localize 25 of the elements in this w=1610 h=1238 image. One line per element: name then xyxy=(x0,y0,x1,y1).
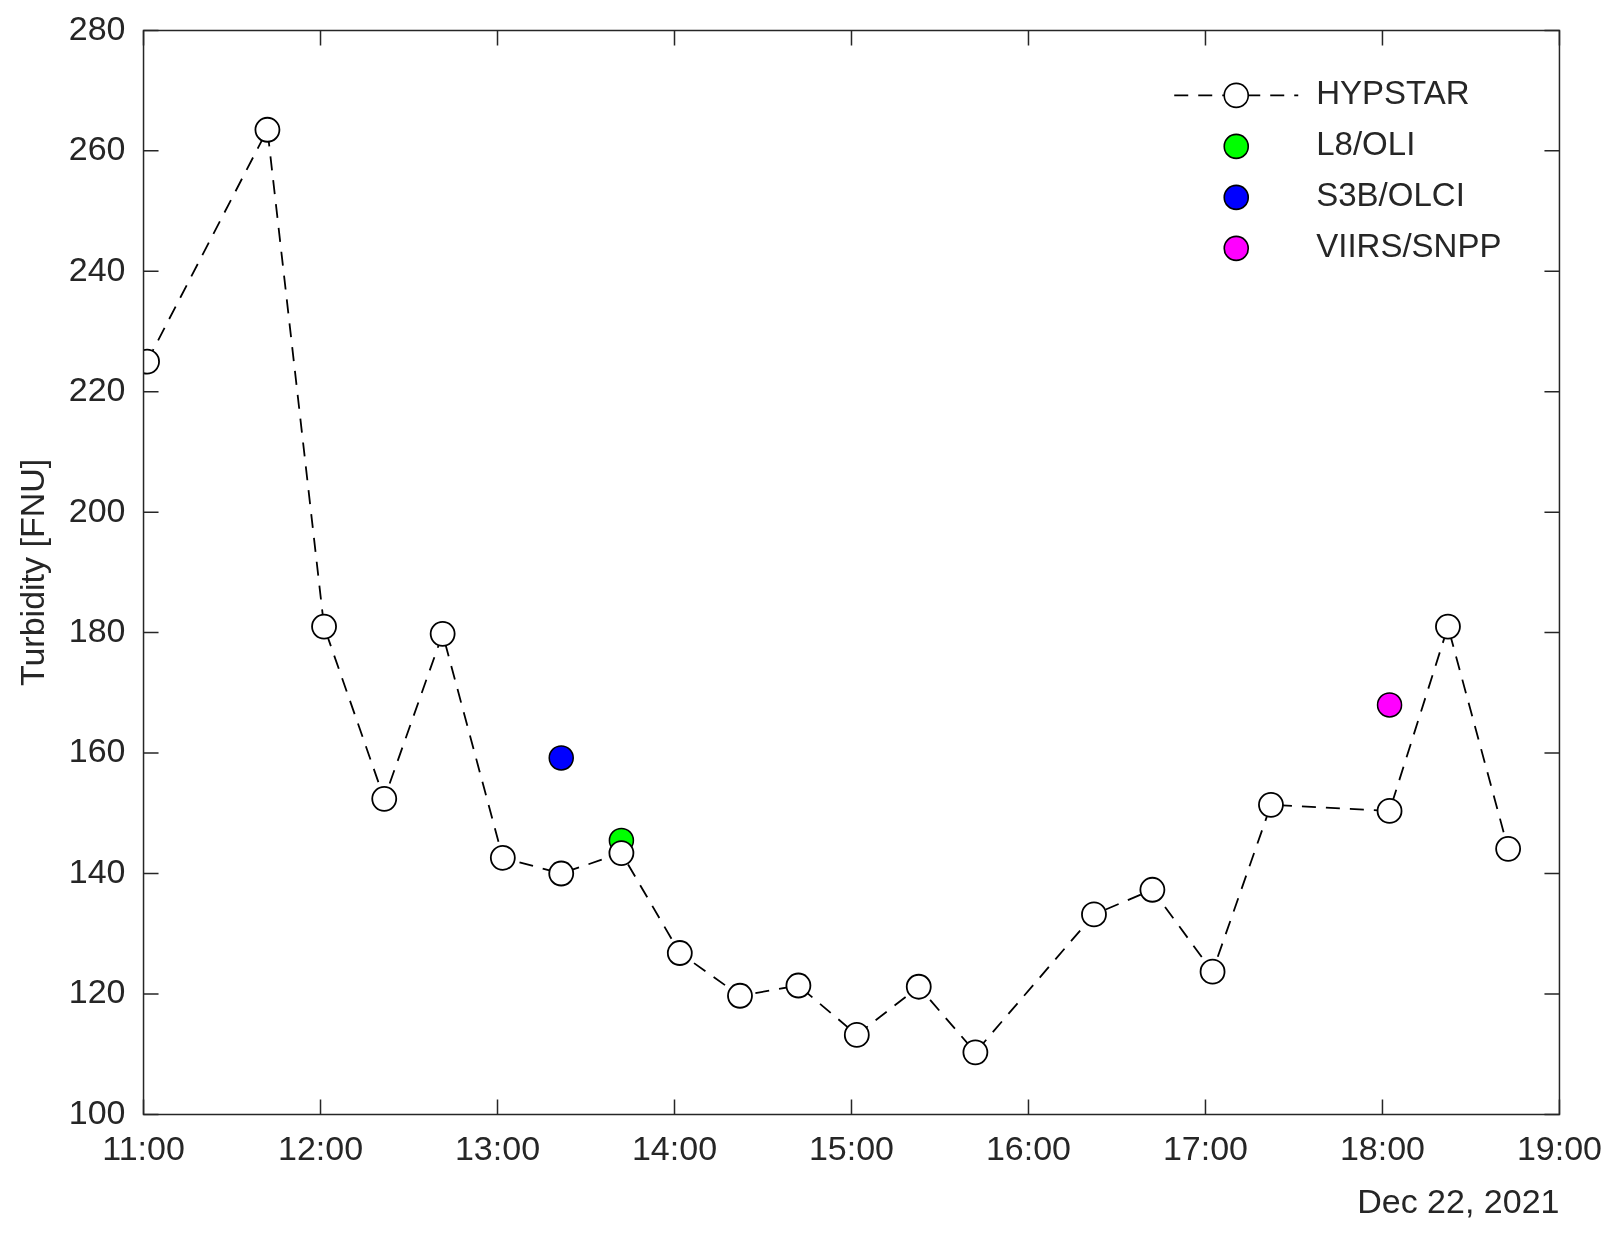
x-tick-label: 15:00 xyxy=(808,1129,895,1168)
y-tick-label: 100 xyxy=(68,1092,126,1131)
x-tick-label: 16:00 xyxy=(985,1129,1072,1168)
legend-label: S3B/OLCI xyxy=(1316,176,1465,214)
x-tick-label: 11:00 xyxy=(102,1129,185,1168)
x-tick-label: 14:00 xyxy=(631,1129,718,1168)
x-tick-label: 13:00 xyxy=(454,1129,541,1168)
legend-label: VIIRS/SNPP xyxy=(1316,227,1502,265)
y-tick-label: 200 xyxy=(68,490,126,529)
y-tick-label: 140 xyxy=(68,851,126,890)
y-axis-title: Turbidity [FNU] xyxy=(12,458,51,687)
y-tick-label: 120 xyxy=(68,972,126,1011)
x-axis-title: Dec 22, 2021 xyxy=(1357,1181,1560,1220)
y-tick-label: 160 xyxy=(68,731,126,770)
x-tick-label: 19:00 xyxy=(1516,1129,1603,1168)
y-tick-label: 280 xyxy=(68,8,126,47)
y-tick-label: 220 xyxy=(68,370,126,409)
x-tick-label: 12:00 xyxy=(277,1129,364,1168)
x-tick-label: 17:00 xyxy=(1162,1129,1249,1168)
legend-label: HYPSTAR xyxy=(1316,74,1470,112)
y-tick-label: 240 xyxy=(68,249,126,288)
x-tick-label: 18:00 xyxy=(1339,1129,1426,1168)
y-tick-label: 180 xyxy=(68,611,126,649)
legend-label: L8/OLI xyxy=(1316,125,1416,163)
y-tick-label: 260 xyxy=(68,129,126,168)
